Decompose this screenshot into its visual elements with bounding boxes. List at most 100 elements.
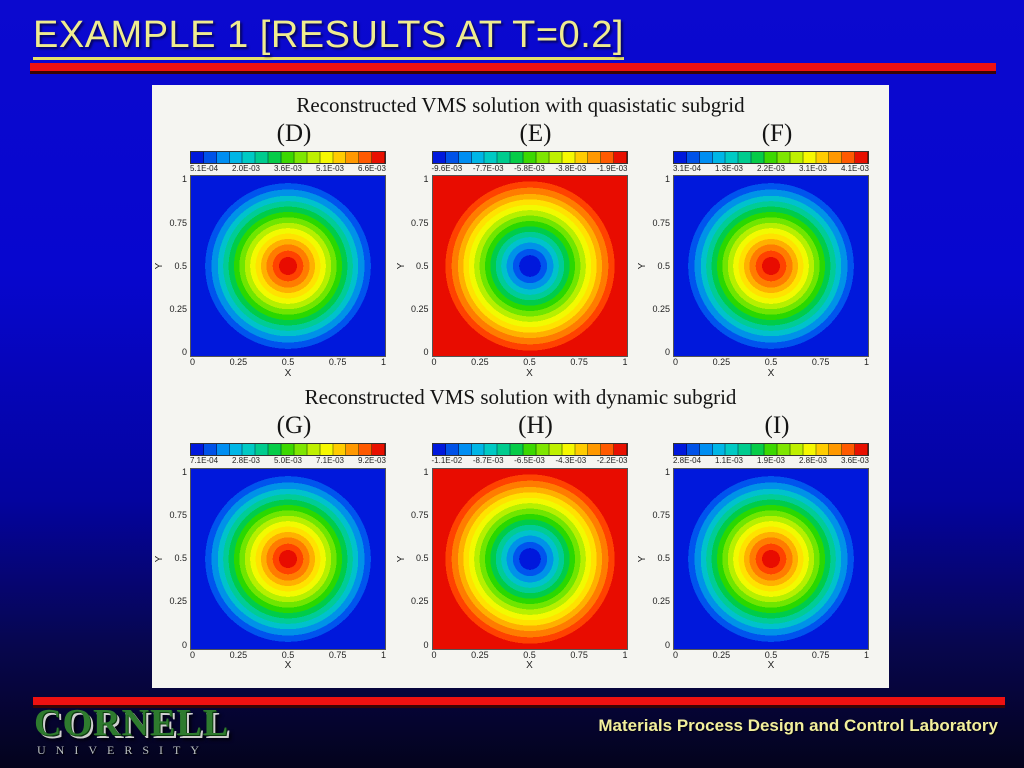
y-axis: Y 1 0.75 0.5 0.25 0 <box>154 466 190 650</box>
subplot-label: (F) <box>761 120 793 148</box>
colorbar-tick: 2.8E-03 <box>798 455 827 465</box>
x-tick: 0.75 <box>570 649 588 660</box>
contour-plot <box>431 467 628 650</box>
colorbar-tick: 2.8E-04 <box>673 455 702 465</box>
colorbar-block: -9.6E-03 -7.7E-03 -5.8E-03 -3.8E-03 -1.9… <box>431 150 628 174</box>
colorbar-tick: -8.7E-03 <box>472 455 504 465</box>
x-tick: 0.5 <box>281 357 295 368</box>
y-tick-labels: 1 0.75 0.5 0.25 0 <box>169 466 190 650</box>
colorbar-tick: 7.1E-04 <box>190 455 219 465</box>
colorbar-tick: 5.1E-04 <box>190 163 219 173</box>
colorbar-tick: 2.0E-03 <box>231 163 261 173</box>
y-tick: 0 <box>664 639 670 650</box>
x-tick: 1 <box>380 357 386 368</box>
y-tick: 1 <box>664 174 670 185</box>
colorbar-tick: 3.1E-03 <box>798 163 827 173</box>
y-axis: Y 1 0.75 0.5 0.25 0 <box>154 174 190 357</box>
contour-plot <box>673 467 869 650</box>
colorbar-tick: -4.3E-03 <box>555 455 587 465</box>
colorbar-tick: 7.1E-03 <box>315 455 344 465</box>
x-tick: 0.5 <box>523 357 536 368</box>
colorbar-tick: 1.1E-03 <box>714 455 744 465</box>
colorbar <box>190 150 386 164</box>
y-axis-title: Y <box>636 263 648 270</box>
subplot-h: (H) -1.1E-02 -8.7E-03 -6.5E-03 -4.3E-03 … <box>395 411 640 672</box>
x-axis: 0 0.25 0.5 0.75 1 X <box>673 650 869 672</box>
x-tick: 0.5 <box>523 649 536 660</box>
plot-body: Y 1 0.75 0.5 0.25 0 <box>637 175 881 358</box>
section-title: Reconstructed VMS solution with dynamic … <box>304 385 737 410</box>
x-tick-labels: 0 0.25 0.5 0.75 1 <box>673 650 869 661</box>
colorbar-block: 3.1E-04 1.3E-03 2.2E-03 3.1E-03 4.1E-03 <box>673 150 869 174</box>
colorbar-tick: 4.1E-03 <box>840 163 869 173</box>
colorbar-tick-labels: -1.1E-02 -8.7E-03 -6.5E-03 -4.3E-03 -2.2… <box>432 455 628 466</box>
subplot-label: (I) <box>764 412 790 440</box>
y-tick: 0.5 <box>415 260 429 271</box>
colorbar-tick: 5.1E-03 <box>315 163 344 173</box>
y-axis: Y 1 0.75 0.5 0.25 0 <box>637 466 673 650</box>
y-tick: 0.25 <box>169 596 187 607</box>
x-tick: 0 <box>431 357 437 368</box>
y-tick: 0 <box>423 347 429 358</box>
y-tick: 0.5 <box>415 553 429 564</box>
colorbar-tick: -7.7E-03 <box>472 163 504 173</box>
y-tick-labels: 1 0.75 0.5 0.25 0 <box>410 466 432 650</box>
x-tick: 0.25 <box>229 357 248 368</box>
x-tick: 1 <box>622 649 628 660</box>
y-tick: 0.75 <box>652 509 670 520</box>
subplot-f: (F) 3.1E-04 1.3E-03 2.2E-03 3.1E-03 4.1E… <box>637 119 881 380</box>
y-tick: 1 <box>181 174 187 185</box>
colorbar <box>190 442 386 456</box>
footer-label: Materials Process Design and Control Lab… <box>598 716 998 735</box>
y-tick: 1 <box>181 466 187 477</box>
colorbar <box>431 442 628 456</box>
colorbar-tick: 1.9E-03 <box>756 455 785 465</box>
contour-plot <box>431 175 628 358</box>
x-tick: 0.75 <box>570 357 588 368</box>
plot-body: Y 1 0.75 0.5 0.25 0 <box>154 466 398 650</box>
y-axis-title: Y <box>153 263 165 270</box>
x-tick: 0.25 <box>471 357 489 368</box>
x-tick-labels: 0 0.25 0.5 0.75 1 <box>432 650 628 661</box>
colorbar-tick: -3.8E-03 <box>555 163 587 173</box>
y-tick: 1 <box>423 466 429 477</box>
y-tick: 0.25 <box>410 304 429 315</box>
x-tick: 0 <box>673 357 679 368</box>
y-tick-labels: 1 0.75 0.5 0.25 0 <box>652 175 673 357</box>
colorbar-tick: 6.6E-03 <box>357 163 386 173</box>
y-axis: Y 1 0.75 0.5 0.25 0 <box>395 466 432 650</box>
x-tick: 0.25 <box>229 649 248 660</box>
x-tick: 1 <box>622 357 628 368</box>
colorbar-tick: -1.9E-03 <box>596 163 628 173</box>
colorbar-tick: -2.2E-03 <box>596 455 628 465</box>
subplot-g: (G) 7.1E-04 2.8E-03 5.0E-03 7.1E-03 9.2E… <box>154 411 398 672</box>
x-tick: 0 <box>190 649 196 660</box>
plot-body: Y 1 0.75 0.5 0.25 0 <box>154 174 398 358</box>
x-axis: 0 0.25 0.5 0.75 1 X <box>190 650 386 672</box>
plot-body: Y 1 0.75 0.5 0.25 0 <box>395 466 640 650</box>
x-axis-title: X <box>767 368 775 380</box>
slide-title: EXAMPLE 1 [RESULTS AT T=0.2] <box>33 15 624 60</box>
university-wordmark: UNIVERSITY <box>37 743 209 757</box>
colorbar-tick: 3.6E-03 <box>273 163 302 173</box>
subplot-label: (D) <box>276 120 312 148</box>
y-tick: 1 <box>664 466 670 477</box>
x-tick: 1 <box>863 357 869 368</box>
y-tick: 0.25 <box>410 596 429 607</box>
x-axis-title: X <box>526 368 533 380</box>
y-tick: 0 <box>423 639 429 650</box>
x-axis-title: X <box>526 660 533 672</box>
colorbar-tick: 3.1E-04 <box>673 163 702 173</box>
x-tick-labels: 0 0.25 0.5 0.75 1 <box>673 357 869 368</box>
colorbar-tick: 1.3E-03 <box>714 163 744 173</box>
plots-row: (G) 7.1E-04 2.8E-03 5.0E-03 7.1E-03 9.2E… <box>154 411 881 672</box>
x-axis: 0 0.25 0.5 0.75 1 X <box>432 357 628 379</box>
cornell-wordmark: CORNELL <box>34 702 229 744</box>
colorbar-tick-labels: 2.8E-04 1.1E-03 1.9E-03 2.8E-03 3.6E-03 <box>673 455 869 466</box>
colorbar-tick: 2.8E-03 <box>231 455 261 465</box>
x-tick: 0 <box>431 649 437 660</box>
colorbar-tick: -9.6E-03 <box>431 163 463 173</box>
contour-plot <box>190 467 386 650</box>
footer-rule <box>33 697 1005 708</box>
